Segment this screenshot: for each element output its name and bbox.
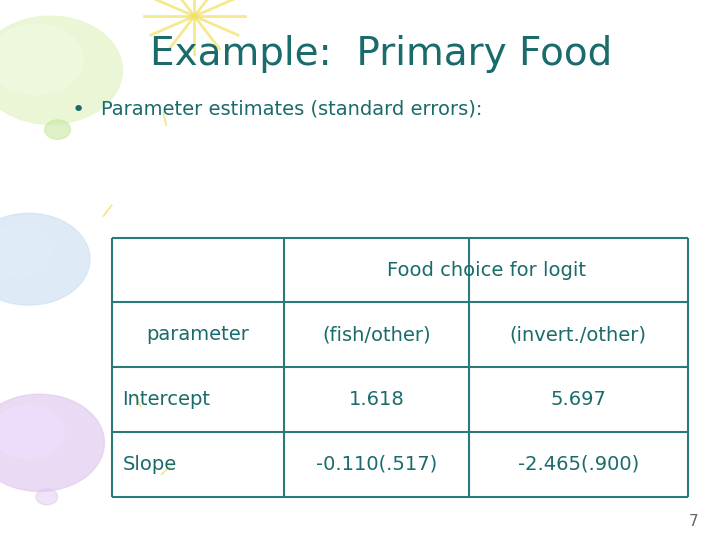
Text: (fish/other): (fish/other) [323,325,431,345]
Text: 5.697: 5.697 [550,390,606,409]
Text: Example:  Primary Food: Example: Primary Food [150,35,613,73]
Circle shape [0,394,104,491]
Text: parameter: parameter [147,325,249,345]
Circle shape [0,226,52,276]
Text: Slope: Slope [122,455,176,474]
Circle shape [0,24,83,94]
Text: -2.465(.900): -2.465(.900) [518,455,639,474]
Text: 7: 7 [689,514,698,529]
Circle shape [0,213,90,305]
Circle shape [45,120,71,139]
Text: 1.618: 1.618 [348,390,405,409]
Text: -0.110(.517): -0.110(.517) [316,455,437,474]
Text: /: / [130,392,147,409]
Text: Food choice for logit: Food choice for logit [387,260,585,280]
Circle shape [0,405,65,459]
Text: •: • [72,100,85,120]
Text: Parameter estimates (standard errors):: Parameter estimates (standard errors): [101,100,482,119]
Text: /: / [101,201,113,220]
Text: /: / [158,461,173,479]
Text: Intercept: Intercept [122,390,210,409]
Circle shape [36,489,58,505]
Text: /: / [158,110,173,128]
Text: (invert./other): (invert./other) [510,325,647,345]
Circle shape [0,16,122,124]
